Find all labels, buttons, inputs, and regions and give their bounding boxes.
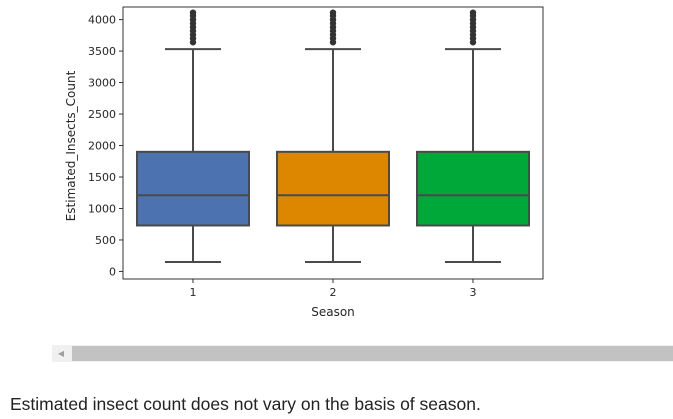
triangle-left-icon[interactable]: ◀ — [57, 349, 65, 358]
box-plot-series — [136, 9, 530, 263]
box-iqr — [276, 150, 390, 227]
box-season-1 — [136, 9, 250, 263]
horizontal-scrollbar[interactable]: ◀ — [52, 345, 673, 362]
box-plot-chart: 0 500 1000 1500 2000 2500 3000 3500 4000 1 2 3 Sea… — [64, 6, 544, 319]
y-axis-label: Estimated_Insects_Count — [64, 70, 78, 221]
y-tick-label: 0 — [109, 265, 116, 278]
outlier-point — [329, 9, 337, 16]
box-season-2 — [276, 9, 390, 263]
chart-caption: Estimated insect count does not vary on … — [10, 394, 481, 414]
scrollbar-thumb[interactable] — [72, 346, 673, 361]
y-tick-label: 1000 — [88, 202, 116, 215]
x-tick-label: 2 — [330, 286, 337, 299]
y-tick-label: 4000 — [88, 14, 116, 27]
x-tick-label: 1 — [190, 286, 197, 299]
y-tick-label: 1500 — [88, 171, 116, 184]
y-tick-label: 2500 — [88, 108, 116, 121]
x-tick-label: 3 — [470, 286, 477, 299]
box-iqr — [136, 150, 250, 227]
y-tick-label: 3000 — [88, 77, 116, 90]
y-tick-label: 500 — [95, 234, 116, 247]
y-tick-label: 3500 — [88, 45, 116, 58]
outlier-point — [189, 9, 197, 16]
plot-frame — [122, 6, 544, 280]
box-season-3 — [416, 9, 530, 263]
x-axis: 1 2 3 — [190, 279, 477, 299]
x-axis-label: Season — [311, 305, 355, 319]
y-axis: 0 500 1000 1500 2000 2500 3000 3500 4000 — [88, 14, 123, 278]
box-iqr — [416, 150, 530, 227]
outlier-point — [469, 9, 477, 16]
y-tick-label: 2000 — [88, 140, 116, 153]
